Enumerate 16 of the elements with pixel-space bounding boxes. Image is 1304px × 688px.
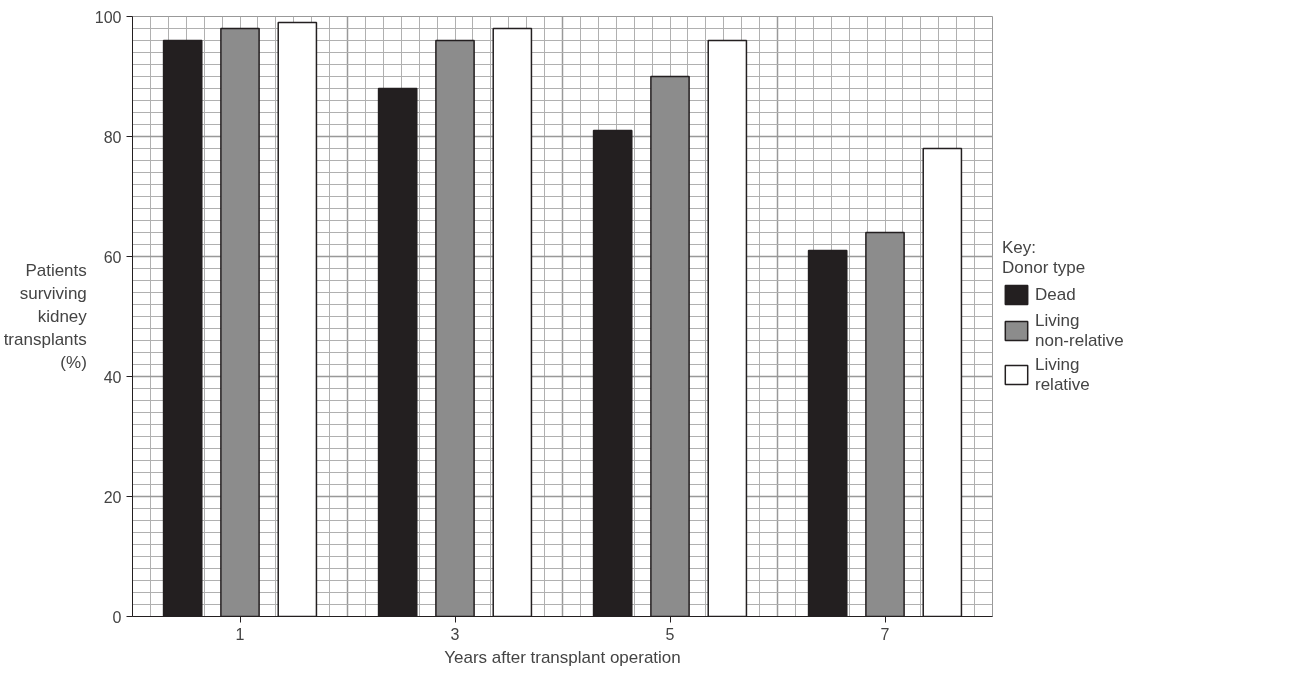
- legend-label: Dead: [1035, 284, 1076, 305]
- y-tick-label: 0: [112, 608, 122, 626]
- y-axis-title: Patients surviving kidney transplants (%): [3, 261, 88, 372]
- x-tick-label: 7: [880, 625, 890, 643]
- legend-label: Living non-relative: [1035, 310, 1124, 351]
- x-tick-label: 1: [235, 625, 245, 643]
- x-tick-label: 3: [450, 625, 460, 643]
- x-axis-title: Years after transplant operation: [444, 647, 681, 667]
- y-tick-label: 40: [103, 368, 122, 386]
- y-tick-label: 80: [103, 128, 122, 146]
- y-tick-label: 60: [103, 248, 122, 266]
- y-tick-label: 20: [103, 488, 122, 506]
- y-tick-label: 100: [94, 8, 122, 26]
- x-tick-label: 5: [665, 625, 675, 643]
- legend-title: Key: Donor type: [1002, 237, 1087, 278]
- legend-label: Living relative: [1035, 354, 1090, 395]
